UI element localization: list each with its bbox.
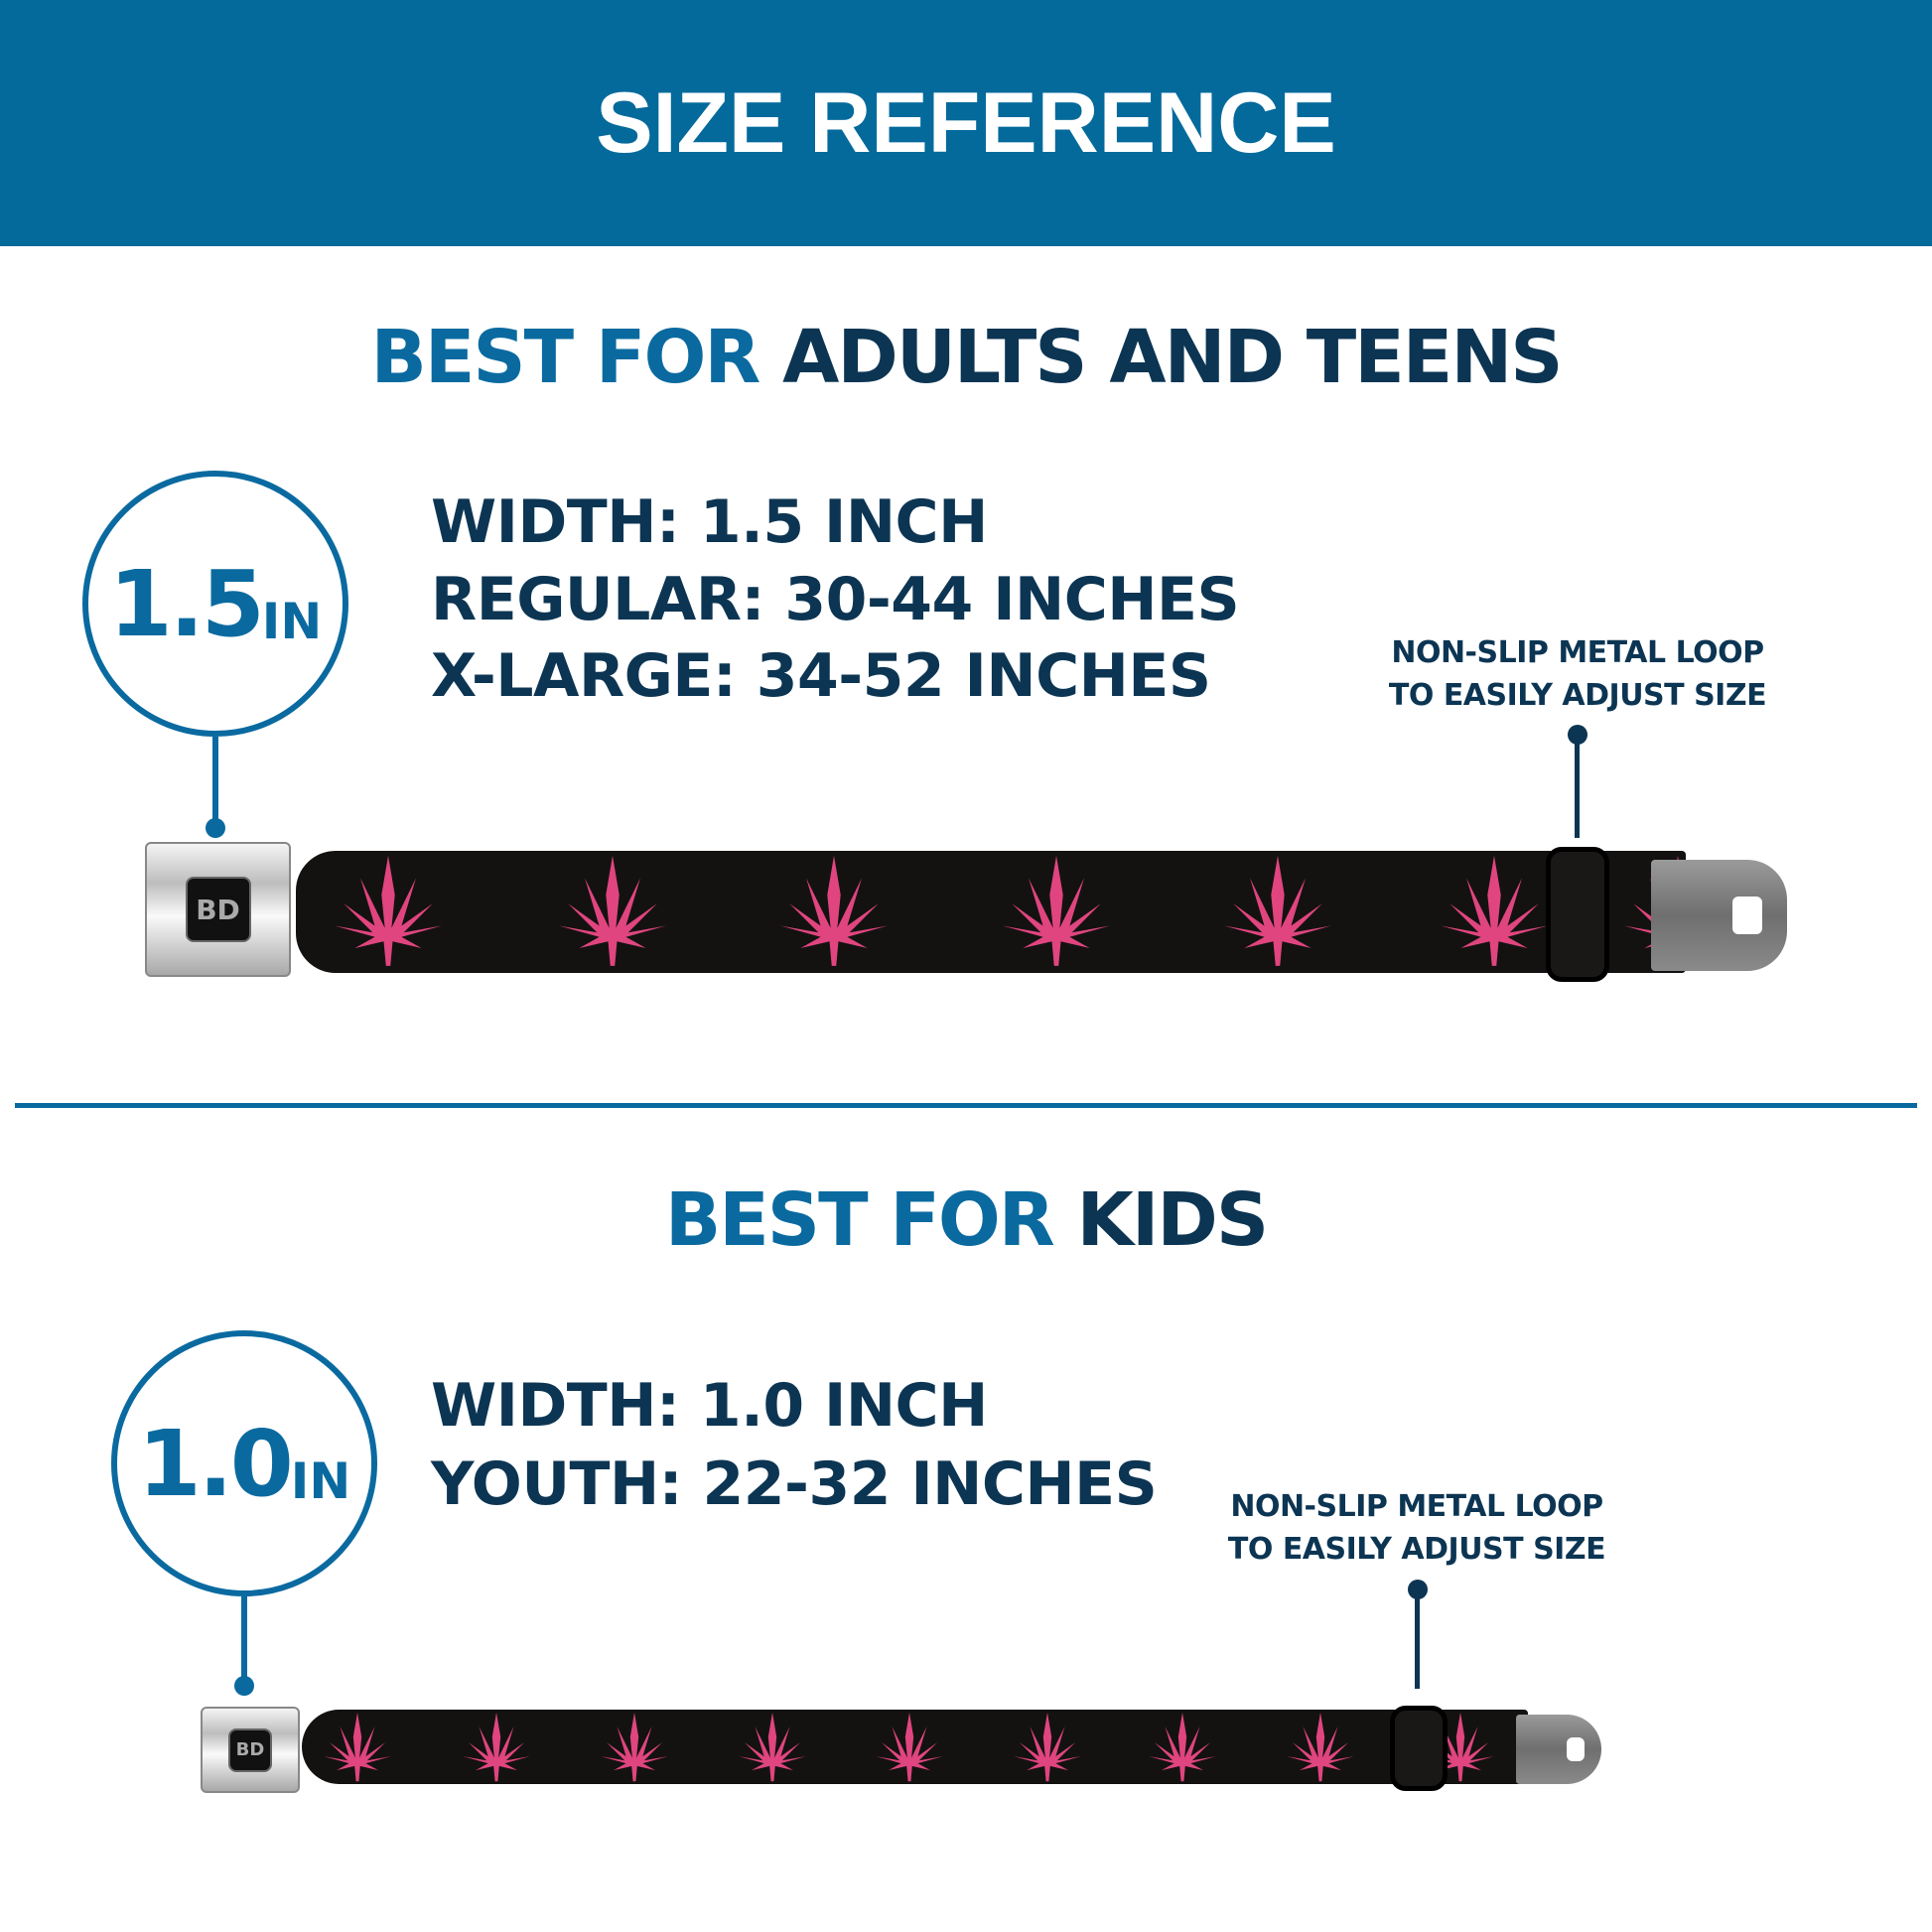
leaf-pattern-icon	[875, 1713, 944, 1782]
badge-value: 1.5	[108, 550, 265, 657]
buckle-logo: BD	[185, 877, 251, 942]
kids-heading-main: KIDS	[1076, 1177, 1270, 1263]
badge-unit: IN	[261, 593, 323, 650]
metal-loop	[1390, 1706, 1448, 1791]
adults-spec-xlarge: X-LARGE: 34-52 INCHES	[431, 641, 1211, 711]
note-connector-line	[1415, 1589, 1420, 1689]
leaf-pattern-icon	[600, 1713, 669, 1782]
leaf-pattern-icon	[1286, 1713, 1355, 1782]
leaf-pattern-icon	[462, 1713, 531, 1782]
note-line-1: NON-SLIP METAL LOOP	[1230, 1489, 1603, 1524]
badge-unit: IN	[290, 1452, 351, 1510]
tongue-hole	[1567, 1737, 1585, 1761]
belt-tongue	[1516, 1715, 1601, 1784]
leaf-pattern-icon	[1222, 856, 1333, 967]
kids-spec-width: WIDTH: 1.0 INCH	[431, 1371, 988, 1441]
badge-connector-line	[212, 737, 218, 826]
belt-strap	[296, 851, 1686, 973]
badge-value: 1.0	[137, 1410, 294, 1517]
note-line-1: NON-SLIP METAL LOOP	[1391, 635, 1764, 670]
header-banner	[0, 0, 1932, 246]
belt-tongue	[1651, 860, 1787, 971]
buckle-logo: BD	[228, 1727, 272, 1772]
badge-connector-dot	[206, 818, 225, 838]
leaf-pattern-icon	[1148, 1713, 1217, 1782]
section-divider	[15, 1103, 1917, 1108]
note-line-2: TO EASILY ADJUST SIZE	[1388, 678, 1767, 713]
kids-heading: BEST FOR KIDS	[0, 1175, 1932, 1265]
kids-spec-youth: YOUTH: 22-32 INCHES	[431, 1449, 1158, 1519]
page-title: SIZE REFERENCE	[596, 75, 1336, 171]
badge-connector-dot	[234, 1676, 254, 1696]
buckle: BD	[145, 842, 291, 977]
buckle: BD	[201, 1707, 300, 1793]
leaf-pattern-icon	[1001, 856, 1112, 967]
adults-spec-width: WIDTH: 1.5 INCH	[431, 487, 988, 557]
leaf-pattern-icon	[1439, 856, 1550, 967]
kids-loop-note: NON-SLIP METAL LOOP TO EASILY ADJUST SIZ…	[1218, 1485, 1615, 1571]
kids-heading-prefix: BEST FOR	[664, 1177, 1055, 1263]
adults-width-badge: 1.5 IN	[82, 471, 348, 737]
leaf-pattern-icon	[557, 856, 668, 967]
adults-spec-regular: REGULAR: 30-44 INCHES	[431, 565, 1240, 634]
leaf-pattern-icon	[738, 1713, 807, 1782]
adults-heading-prefix: BEST FOR	[370, 315, 760, 400]
tongue-hole	[1732, 897, 1762, 934]
kids-width-badge: 1.0 IN	[111, 1330, 377, 1596]
leaf-pattern-icon	[333, 856, 444, 967]
leaf-pattern-icon	[323, 1713, 392, 1782]
adults-loop-note: NON-SLIP METAL LOOP TO EASILY ADJUST SIZ…	[1379, 631, 1776, 717]
note-line-2: TO EASILY ADJUST SIZE	[1227, 1532, 1606, 1567]
note-connector-line	[1575, 735, 1580, 838]
adults-heading: BEST FOR ADULTS AND TEENS	[0, 313, 1932, 402]
leaf-pattern-icon	[778, 856, 890, 967]
leaf-pattern-icon	[1013, 1713, 1082, 1782]
adults-heading-main: ADULTS AND TEENS	[782, 315, 1563, 400]
badge-connector-line	[241, 1596, 247, 1684]
metal-loop	[1546, 847, 1609, 982]
